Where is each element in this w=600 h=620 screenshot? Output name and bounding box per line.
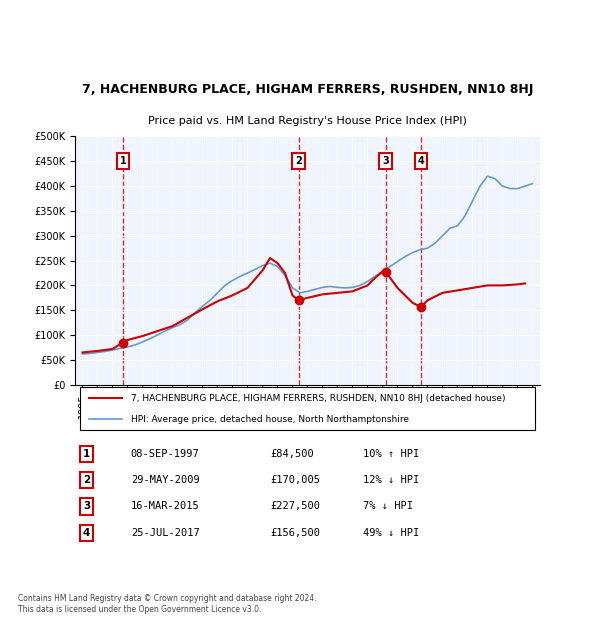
Text: 3: 3 bbox=[382, 156, 389, 166]
Text: 1: 1 bbox=[119, 156, 126, 166]
Text: 1: 1 bbox=[83, 449, 90, 459]
Text: 29-MAY-2009: 29-MAY-2009 bbox=[131, 475, 200, 485]
Text: 10% ↑ HPI: 10% ↑ HPI bbox=[364, 449, 419, 459]
Text: £227,500: £227,500 bbox=[270, 502, 320, 512]
Text: HPI: Average price, detached house, North Northamptonshire: HPI: Average price, detached house, Nort… bbox=[131, 415, 409, 423]
Text: 49% ↓ HPI: 49% ↓ HPI bbox=[364, 528, 419, 538]
Text: 2: 2 bbox=[83, 475, 90, 485]
Text: 7% ↓ HPI: 7% ↓ HPI bbox=[364, 502, 413, 512]
Text: Price paid vs. HM Land Registry's House Price Index (HPI): Price paid vs. HM Land Registry's House … bbox=[148, 116, 467, 126]
FancyBboxPatch shape bbox=[80, 387, 535, 430]
Text: 08-SEP-1997: 08-SEP-1997 bbox=[131, 449, 200, 459]
Text: £170,005: £170,005 bbox=[270, 475, 320, 485]
Text: 2: 2 bbox=[295, 156, 302, 166]
Text: 12% ↓ HPI: 12% ↓ HPI bbox=[364, 475, 419, 485]
Text: Contains HM Land Registry data © Crown copyright and database right 2024.
This d: Contains HM Land Registry data © Crown c… bbox=[18, 595, 317, 614]
Text: 7, HACHENBURG PLACE, HIGHAM FERRERS, RUSHDEN, NN10 8HJ (detached house): 7, HACHENBURG PLACE, HIGHAM FERRERS, RUS… bbox=[131, 394, 505, 402]
Text: £156,500: £156,500 bbox=[270, 528, 320, 538]
Text: 4: 4 bbox=[418, 156, 424, 166]
Text: 25-JUL-2017: 25-JUL-2017 bbox=[131, 528, 200, 538]
Text: 7, HACHENBURG PLACE, HIGHAM FERRERS, RUSHDEN, NN10 8HJ: 7, HACHENBURG PLACE, HIGHAM FERRERS, RUS… bbox=[82, 84, 533, 97]
Text: 4: 4 bbox=[83, 528, 91, 538]
Text: 16-MAR-2015: 16-MAR-2015 bbox=[131, 502, 200, 512]
Text: £84,500: £84,500 bbox=[270, 449, 314, 459]
Text: 3: 3 bbox=[83, 502, 90, 512]
